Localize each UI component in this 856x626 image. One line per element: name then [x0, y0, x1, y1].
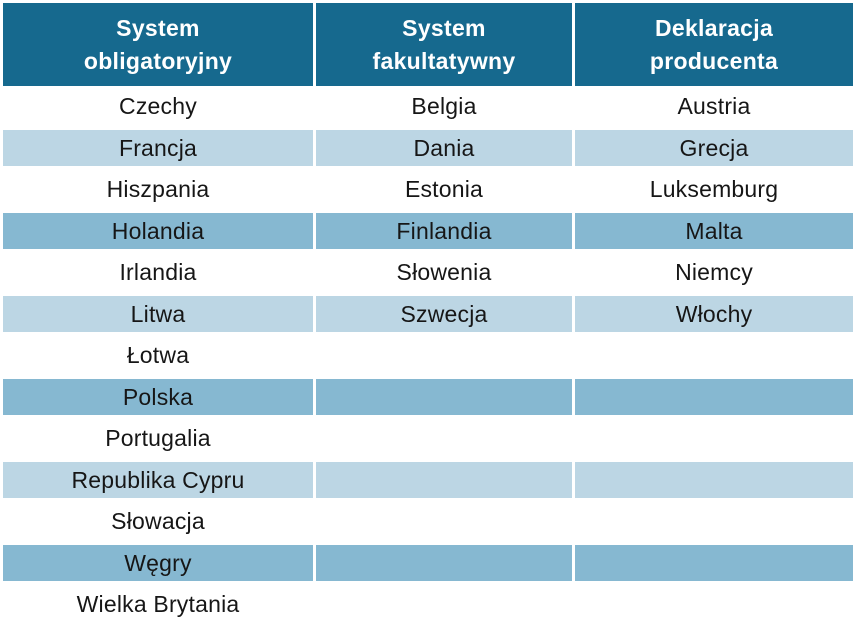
table-cell: Austria: [575, 88, 853, 125]
table-cell: Szwecja: [316, 296, 572, 332]
column-header-system-obligatoryjny: System obligatoryjny: [3, 3, 313, 86]
table-row: Francja Dania Grecja: [3, 128, 853, 170]
table-row: Litwa Szwecja Włochy: [3, 294, 853, 336]
header-line: System: [402, 14, 486, 41]
table-cell: [575, 420, 853, 457]
table-cell: Włochy: [575, 296, 853, 332]
table-row: Wielka Brytania: [3, 584, 853, 626]
table-cell: [575, 337, 853, 374]
table-row: Polska: [3, 377, 853, 419]
table-row: Łotwa: [3, 335, 853, 377]
table-row: Słowacja: [3, 501, 853, 543]
table-cell: [316, 337, 572, 374]
table-cell: [316, 586, 572, 623]
table-row: Holandia Finlandia Malta: [3, 211, 853, 253]
table-cell: Republika Cypru: [3, 462, 313, 498]
table-cell: [575, 462, 853, 498]
table-cell: [575, 379, 853, 415]
table-cell: Słowacja: [3, 503, 313, 540]
header-line: producenta: [649, 47, 779, 74]
table-cell: Litwa: [3, 296, 313, 332]
table-row: Irlandia Słowenia Niemcy: [3, 252, 853, 294]
table-cell: [316, 545, 572, 581]
table-cell: Portugalia: [3, 420, 313, 457]
table-cell: Dania: [316, 130, 572, 166]
table-cell: Polska: [3, 379, 313, 415]
table-cell: Wielka Brytania: [3, 586, 313, 623]
table-cell: Czechy: [3, 88, 313, 125]
column-header-system-fakultatywny: System fakultatywny: [316, 3, 572, 86]
table-cell: [316, 379, 572, 415]
table-row: Portugalia: [3, 418, 853, 460]
table-cell: Węgry: [3, 545, 313, 581]
column-header-deklaracja-producenta: Deklaracja producenta: [575, 3, 853, 86]
table-row: Hiszpania Estonia Luksemburg: [3, 169, 853, 211]
table-row: Czechy Belgia Austria: [3, 86, 853, 128]
table-header-row: System obligatoryjny System fakultatywny…: [3, 3, 853, 86]
table-row: Węgry: [3, 543, 853, 585]
table-cell: [575, 545, 853, 581]
table-cell: [575, 586, 853, 623]
table-row: Republika Cypru: [3, 460, 853, 502]
table-cell: Łotwa: [3, 337, 313, 374]
table-cell: [316, 420, 572, 457]
table-cell: Belgia: [316, 88, 572, 125]
table-cell: [316, 503, 572, 540]
header-line: obligatoryjny: [83, 47, 233, 74]
table-cell: Luksemburg: [575, 171, 853, 208]
table-cell: [316, 462, 572, 498]
header-line: System: [116, 14, 200, 41]
table-cell: Estonia: [316, 171, 572, 208]
header-line: Deklaracja: [654, 14, 774, 41]
table-cell: Francja: [3, 130, 313, 166]
table-cell: Hiszpania: [3, 171, 313, 208]
table-cell: Finlandia: [316, 213, 572, 249]
table-cell: Malta: [575, 213, 853, 249]
table-cell: Grecja: [575, 130, 853, 166]
table-cell: Niemcy: [575, 254, 853, 291]
table-cell: [575, 503, 853, 540]
table-cell: Holandia: [3, 213, 313, 249]
header-line: fakultatywny: [372, 47, 516, 74]
table-cell: Słowenia: [316, 254, 572, 291]
table-cell: Irlandia: [3, 254, 313, 291]
